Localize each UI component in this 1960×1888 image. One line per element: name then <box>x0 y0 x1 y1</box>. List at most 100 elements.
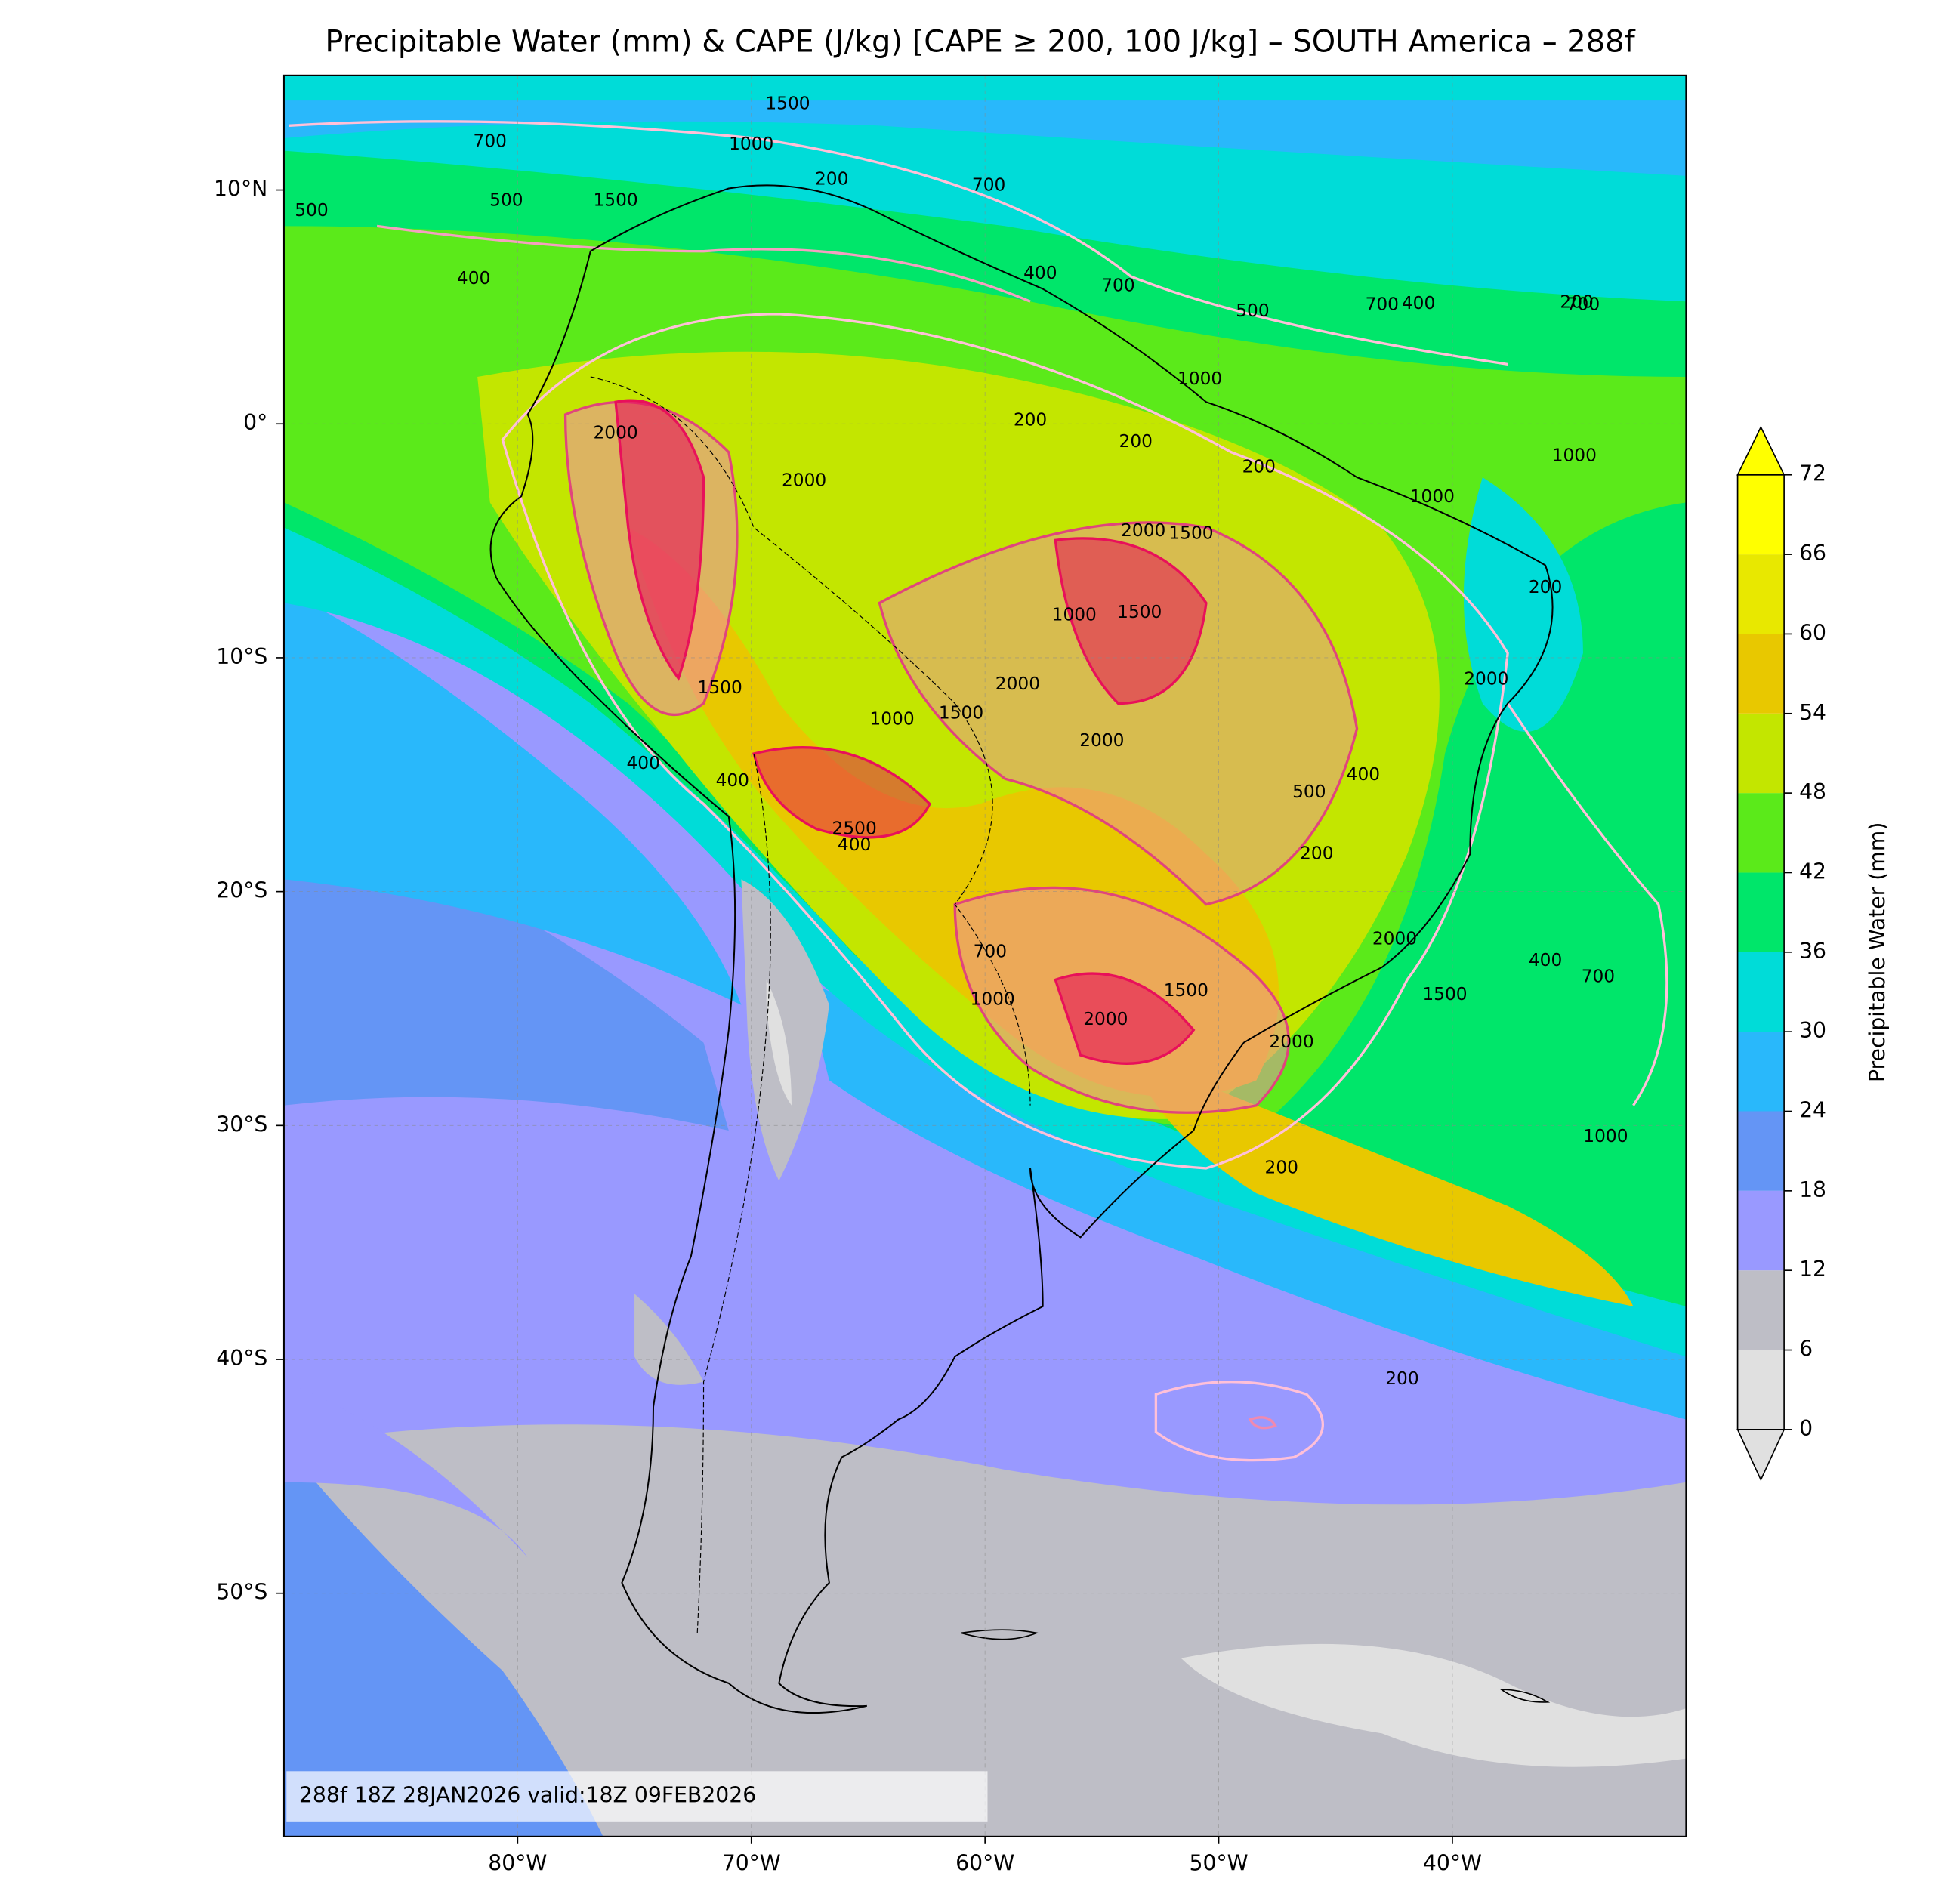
colorbar-extend-min <box>1736 1429 1786 1482</box>
contour-label: 400 <box>1023 263 1057 283</box>
colorbar-extend-max <box>1736 425 1786 476</box>
very-humid-area <box>1131 1055 1634 1306</box>
contour-label: 2000 <box>1079 730 1124 751</box>
colorbar-tick-label: 12 <box>1799 1257 1826 1282</box>
colorbar: 0 6 12 18 24 30 36 42 48 54 60 66 72 Precipitable Wat… <box>1736 425 1890 1482</box>
border <box>590 376 1031 1106</box>
contour-label: 200 <box>1014 410 1047 430</box>
contour-label: 2000 <box>1269 1032 1313 1052</box>
contour-label: 700 <box>1366 295 1399 315</box>
contour-label: 1000 <box>729 134 773 154</box>
contour-label: 500 <box>295 200 328 221</box>
contour-label: 1500 <box>593 190 637 211</box>
contour-label: 2000 <box>1464 668 1508 689</box>
contour-label: 1000 <box>1052 605 1097 625</box>
contour-label: 1000 <box>971 989 1015 1010</box>
contour-label: 1500 <box>698 677 742 698</box>
colorbar-segment <box>1737 1111 1785 1191</box>
colorbar-label: Precipitable Water (mm) <box>1865 822 1890 1082</box>
colorbar-tick-label: 0 <box>1799 1416 1813 1441</box>
colorbar-segment <box>1737 1190 1785 1271</box>
contour-label: 1500 <box>765 94 810 114</box>
cape-contour <box>1154 1381 1325 1462</box>
pacific-south-band <box>283 1381 528 1558</box>
chart-title: Precipitable Water (mm) & CAPE (J/kg) [C… <box>325 25 1635 60</box>
driest-area <box>1181 1643 1687 1767</box>
contour-label: 1000 <box>1552 445 1597 465</box>
contour-label: 200 <box>1242 456 1276 477</box>
y-tick-label: 10°S <box>216 644 267 669</box>
contour-label: 1000 <box>1178 369 1222 389</box>
island <box>1499 1689 1551 1703</box>
colorbar-segment <box>1737 872 1785 952</box>
colorbar-tick-label: 42 <box>1799 859 1826 884</box>
contour-label: 1000 <box>869 709 914 730</box>
x-tick-label: 50°W <box>1190 1850 1249 1875</box>
contour-label: 2500 <box>832 818 877 838</box>
colorbar-segment <box>1737 1350 1785 1430</box>
contour-label: 2000 <box>1083 1009 1128 1029</box>
contour-label: 200 <box>1265 1157 1298 1177</box>
coastline <box>489 184 1554 1714</box>
contour-label: 700 <box>972 175 1005 196</box>
island <box>961 1629 1039 1640</box>
colorbar-tick-label: 72 <box>1799 461 1826 486</box>
pacific-band <box>283 590 742 1005</box>
contour-label: 400 <box>838 834 871 855</box>
pacific-band <box>283 816 729 1131</box>
contour-label: 2000 <box>782 470 826 491</box>
y-tick-label: 50°S <box>216 1580 267 1605</box>
colorbar-segment <box>1737 554 1785 634</box>
cape-core <box>1054 972 1196 1065</box>
cape-contour <box>501 313 1509 1170</box>
pacific-south-band <box>283 1444 603 1837</box>
border <box>696 753 771 1633</box>
contour-label: 500 <box>489 190 523 211</box>
cape-contours <box>289 120 1668 1462</box>
contour-label: 1500 <box>1422 984 1467 1004</box>
contour-label: 1000 <box>1583 1126 1628 1146</box>
contour-label: 700 <box>1101 276 1134 296</box>
contour-label: 1000 <box>1410 486 1455 507</box>
contour-label: 2000 <box>995 674 1040 694</box>
cape-area <box>878 521 1359 906</box>
contour-label: 200 <box>815 168 848 189</box>
andes-driest-area <box>766 979 792 1106</box>
contour-label: 400 <box>716 770 749 791</box>
cape-contour <box>1248 1416 1277 1430</box>
contour-label: 1500 <box>1168 523 1213 543</box>
x-tick-label: 40°W <box>1423 1850 1482 1875</box>
andes-dry-area <box>741 879 829 1181</box>
coastal-dry-area <box>1463 477 1583 732</box>
colorbar-segment <box>1737 713 1785 794</box>
contour-label: 400 <box>1529 950 1562 970</box>
contour-label: 500 <box>1292 782 1326 802</box>
colorbar-tick-label: 66 <box>1799 541 1826 566</box>
x-tick-label: 70°W <box>722 1850 781 1875</box>
contour-label: 200 <box>1529 577 1562 597</box>
annotation-box <box>286 1771 988 1822</box>
y-tick-label: 0° <box>243 410 267 435</box>
colorbar-tick-label: 48 <box>1799 779 1826 804</box>
x-tick-label: 60°W <box>955 1850 1014 1875</box>
contour-label: 2000 <box>593 422 637 443</box>
contour-label: 700 <box>474 131 507 151</box>
contour-label: 400 <box>1402 293 1435 313</box>
colorbar-segment <box>1737 793 1785 873</box>
contour-label: 2000 <box>1121 520 1165 541</box>
cape-core <box>614 399 705 681</box>
colorbar-tick-label: 6 <box>1799 1337 1813 1362</box>
grid <box>283 75 1687 1837</box>
valid-time: 288f 18Z 28JAN2026 valid:18Z 09FEB2026 <box>299 1783 756 1808</box>
y-tick-label: 30°S <box>216 1112 267 1137</box>
contour-label: 1500 <box>1164 980 1208 1001</box>
colorbar-tick-label: 54 <box>1799 700 1826 725</box>
colorbar-tick-label: 24 <box>1799 1098 1826 1123</box>
cape-contour <box>1506 702 1668 1106</box>
colorbar-tick-label: 30 <box>1799 1018 1826 1043</box>
cape-core <box>752 746 931 839</box>
